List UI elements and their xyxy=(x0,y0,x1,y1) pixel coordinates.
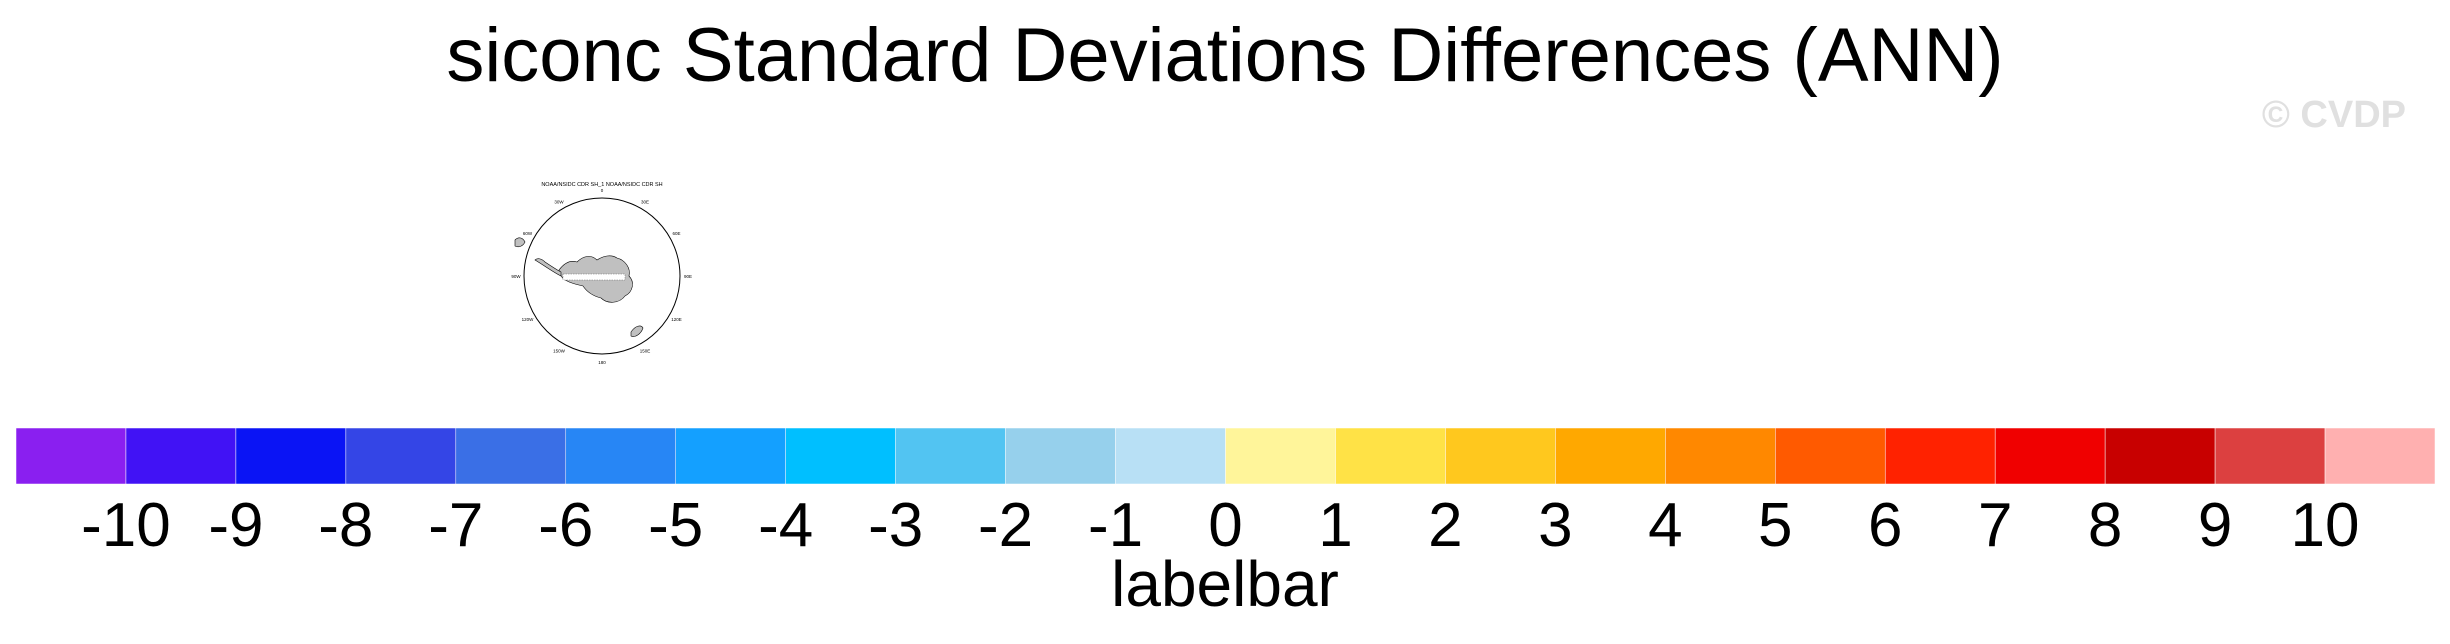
colorbar-box xyxy=(2324,427,2436,485)
new-zealand-island xyxy=(630,325,644,337)
antarctic-map-panel: NOAA/NSIDC CDR SH_1 NOAA/NSIDC CDR SH 0 3… xyxy=(511,182,692,365)
colorbar-box xyxy=(235,427,347,485)
antarctic-peninsula xyxy=(534,258,562,277)
colorbar-tick-label: 3 xyxy=(1538,491,1572,550)
map-lon-label: 180 xyxy=(598,360,606,365)
colorbar-tick-label: -10 xyxy=(81,491,171,550)
map-lon-label: 150E xyxy=(640,348,651,353)
colorbar-tick-label: -9 xyxy=(208,491,263,550)
map-caption: NOAA/NSIDC CDR SH_1 NOAA/NSIDC CDR SH xyxy=(541,182,662,188)
map-lon-label: 60W xyxy=(523,231,533,236)
colorbar-label: labelbar xyxy=(1111,548,1339,620)
colorbar-tick-label: 4 xyxy=(1648,491,1682,550)
colorbar-box xyxy=(15,427,127,485)
colorbar-box xyxy=(1335,427,1446,485)
chart-title: siconc Standard Deviations Differences (… xyxy=(446,13,2004,98)
colorbar-tick-labels: -10 -9 -8 -7 -6 -5 -4 -3 -2 -1 0 1 2 3 4 5 6 7 8 9 10 xyxy=(81,491,2359,550)
colorbar-tick-label: -2 xyxy=(978,491,1033,550)
colorbar-box xyxy=(1115,427,1226,485)
colorbar-tick-label: 5 xyxy=(1758,491,1792,550)
colorbar-box xyxy=(345,427,457,485)
map-lon-label: 150W xyxy=(553,348,566,353)
colorbar-box xyxy=(455,427,567,485)
colorbar-box xyxy=(2104,427,2216,485)
colorbar-box xyxy=(1445,427,1556,485)
colorbar-box xyxy=(785,427,896,485)
colorbar-box xyxy=(1994,427,2106,485)
colorbar-tick-label: 2 xyxy=(1428,491,1462,550)
map-lon-label: 60E xyxy=(672,231,680,236)
colorbar-tick-label: -7 xyxy=(428,491,483,550)
colorbar-tick-label: 7 xyxy=(1978,491,2012,550)
cvdp-watermark: © CVDP xyxy=(2261,94,2406,136)
map-lon-label: 120W xyxy=(522,317,535,322)
map-lon-label: 30W xyxy=(554,200,564,205)
colorbar-tick-label: -6 xyxy=(538,491,593,550)
map-lon-label: 90W xyxy=(511,274,521,279)
colorbar-tick-label: -5 xyxy=(648,491,703,550)
colorbar-box xyxy=(565,427,676,485)
colorbar-tick-label: 1 xyxy=(1318,491,1352,550)
colorbar: -10 -9 -8 -7 -6 -5 -4 -3 -2 -1 0 1 2 3 4 5 6 7 8 9 10 xyxy=(15,427,2436,550)
colorbar-box xyxy=(1005,427,1116,485)
colorbar-tick-label: -3 xyxy=(868,491,923,550)
colorbar-tick-label: 10 xyxy=(2291,491,2360,550)
colorbar-tick-label: -4 xyxy=(758,491,813,550)
map-lon-label: 0 xyxy=(601,188,604,193)
colorbar-box xyxy=(1555,427,1666,485)
map-lon-label: 120E xyxy=(671,317,682,322)
colorbar-box xyxy=(1225,427,1336,485)
ice-region-band xyxy=(562,273,626,281)
colorbar-tick-label: 9 xyxy=(2198,491,2232,550)
map-lon-ticks: 0 30E 60E 90E 120E 150E 180 150W 120W 90W 60W 30W xyxy=(511,188,692,365)
colorbar-box xyxy=(1884,427,1996,485)
colorbar-tick-label: 6 xyxy=(1868,491,1902,550)
colorbar-tick-label: -8 xyxy=(318,491,373,550)
colorbar-box xyxy=(2214,427,2326,485)
south-america-tip xyxy=(514,237,526,248)
colorbar-tick-label: -1 xyxy=(1088,491,1143,550)
colorbar-box xyxy=(675,427,786,485)
colorbar-box xyxy=(1775,427,1886,485)
colorbar-boxes xyxy=(15,427,2436,485)
colorbar-tick-label: 0 xyxy=(1208,491,1242,550)
map-lon-label: 90E xyxy=(684,274,692,279)
colorbar-box xyxy=(125,427,237,485)
map-lon-label: 30E xyxy=(641,200,649,205)
colorbar-box xyxy=(895,427,1006,485)
colorbar-tick-label: 8 xyxy=(2088,491,2122,550)
colorbar-box xyxy=(1665,427,1776,485)
